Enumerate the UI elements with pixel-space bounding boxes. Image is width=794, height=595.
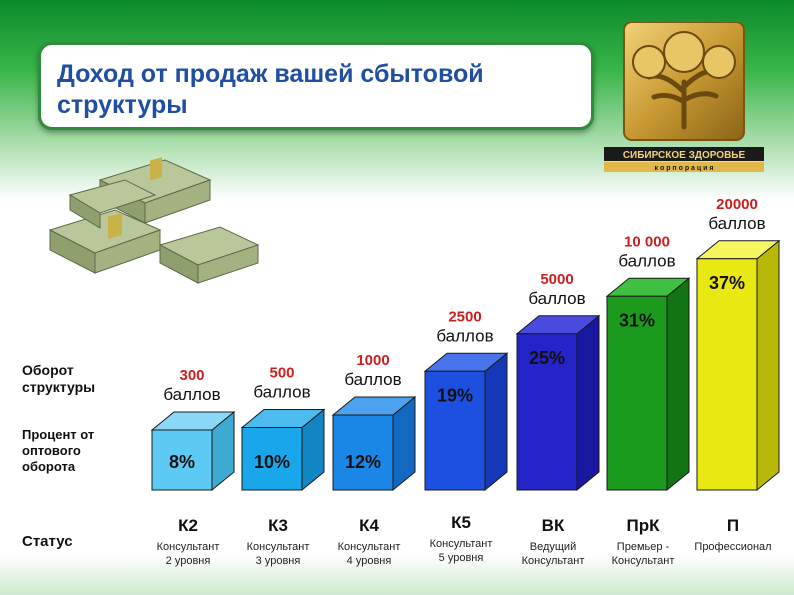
points-unit: баллов — [708, 214, 765, 233]
points-number: 1000 — [356, 352, 389, 369]
title-box: Доход от продаж вашей сбытовой структуры — [38, 42, 594, 130]
status-description: Ведущий Консультант — [521, 541, 585, 567]
status-description: Премьер - Консультант — [611, 541, 675, 567]
status-code: ПрК — [626, 516, 660, 535]
money-stacks-image — [48, 157, 260, 284]
status-description: Консультант 4 уровня — [337, 541, 401, 567]
page-title: Доход от продаж вашей сбытовой структуры — [57, 60, 484, 119]
points-number: 20000 — [716, 196, 758, 213]
status-description: Консультант 5 уровня — [429, 538, 493, 564]
bar-value-label: 19% — [437, 385, 473, 405]
bar-side-6 — [756, 239, 780, 492]
bar-side-4 — [576, 314, 600, 492]
points-number: 10 000 — [624, 233, 670, 250]
status-description: Консультант 2 уровня — [156, 541, 220, 567]
bar-side-3 — [484, 352, 508, 492]
points-unit: баллов — [253, 383, 310, 402]
bar-1 — [241, 427, 303, 491]
bar-value-label: 10% — [254, 452, 290, 472]
footer-gradient — [0, 555, 794, 595]
points-number: 5000 — [540, 271, 573, 288]
percent-label: Процент от оптового оборота — [22, 427, 95, 474]
status-code: П — [726, 516, 740, 535]
points-number: 300 — [179, 367, 204, 384]
company-logo: СИБИРСКОЕ ЗДОРОВЬЕ к о р п о р а ц и я — [604, 22, 764, 172]
points-unit: баллов — [528, 289, 585, 308]
status-code: К4 — [359, 516, 379, 535]
bar-6 — [696, 258, 758, 491]
bar-3 — [424, 370, 486, 491]
bar-value-label: 12% — [345, 452, 381, 472]
status-code: К3 — [268, 516, 288, 535]
status-description: Консультант 3 уровня — [246, 541, 310, 567]
bar-value-label: 31% — [619, 310, 655, 330]
points-number: 500 — [269, 365, 294, 382]
status-code: К2 — [178, 516, 198, 535]
status-description: Профессионал — [694, 541, 772, 553]
bar-0 — [151, 429, 213, 491]
status-code: К5 — [451, 513, 471, 532]
turnover-label: Оборот структуры — [22, 362, 96, 395]
logo-text-main: СИБИРСКОЕ ЗДОРОВЬЕ — [623, 150, 746, 161]
bar-5 — [606, 295, 668, 491]
status-code: ВК — [541, 516, 565, 535]
points-unit: баллов — [618, 251, 675, 270]
bar-value-label: 25% — [529, 348, 565, 368]
bar-value-label: 8% — [169, 452, 195, 472]
bar-side-5 — [666, 277, 690, 492]
bar-4 — [516, 333, 578, 491]
points-unit: баллов — [344, 370, 401, 389]
logo-text-sub: к о р п о р а ц и я — [655, 165, 714, 172]
points-number: 2500 — [448, 308, 481, 325]
points-unit: баллов — [163, 385, 220, 404]
bar-2 — [332, 414, 394, 491]
status-label: Статус — [22, 533, 73, 550]
bar-value-label: 37% — [709, 273, 745, 293]
points-unit: баллов — [436, 326, 493, 345]
